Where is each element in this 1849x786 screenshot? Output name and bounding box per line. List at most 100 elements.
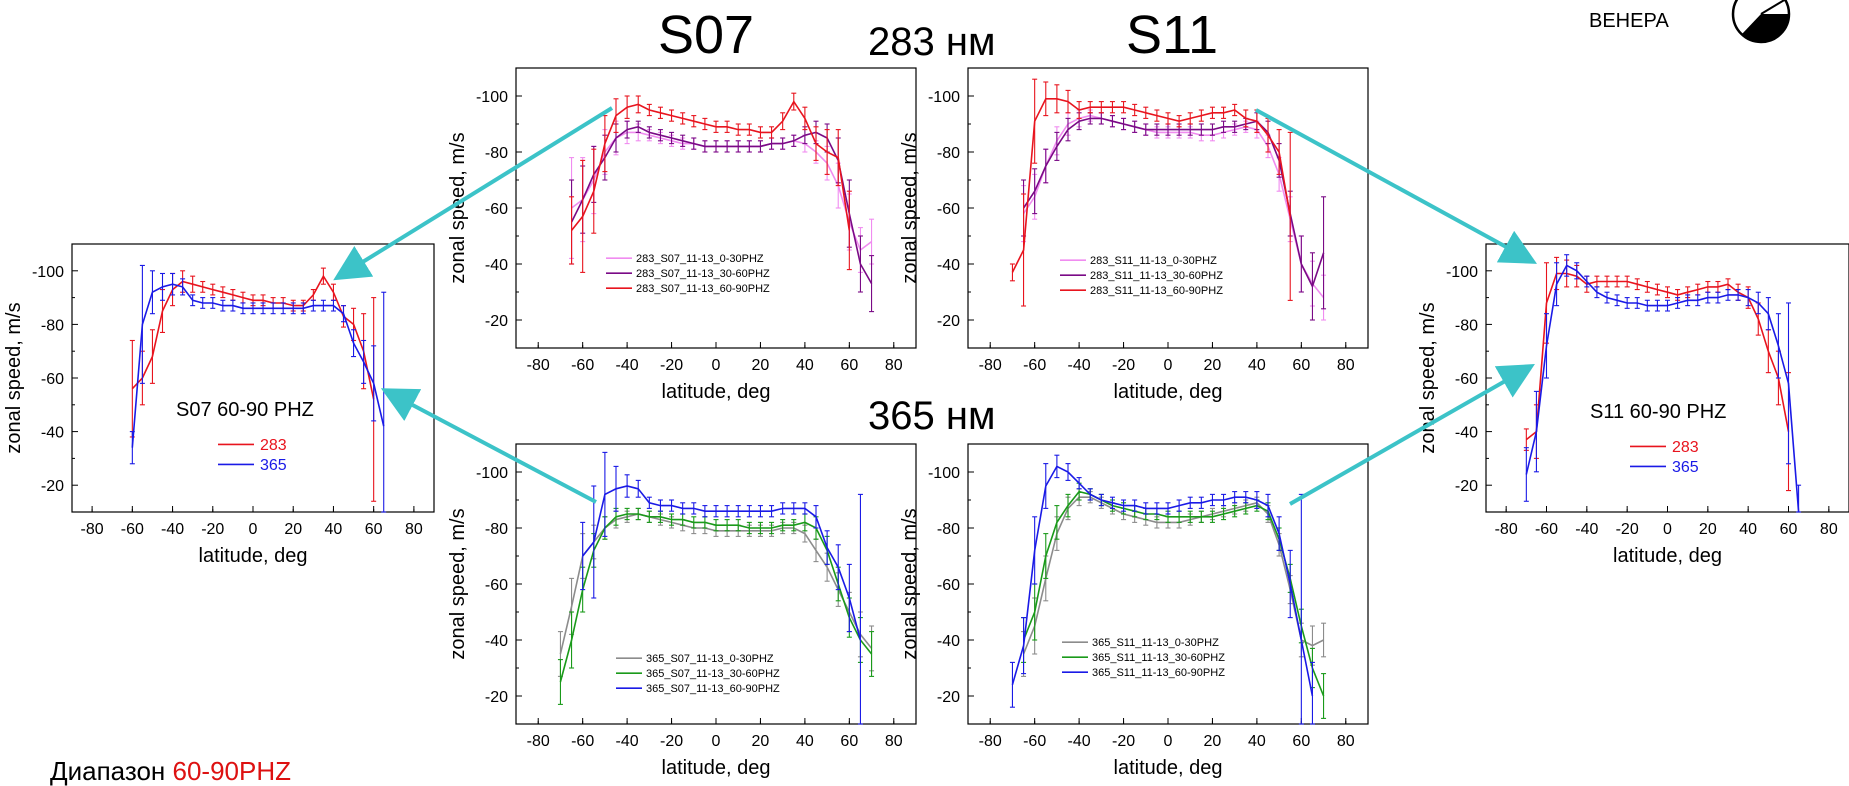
venus-phase-icon (1731, 0, 1791, 44)
y-tick-label: -60 (937, 201, 960, 218)
y-tick-label: -60 (41, 371, 64, 388)
x-tick-label: 40 (796, 357, 814, 374)
y-axis-label: zonal speed, m/s (1417, 302, 1439, 453)
series-365 (1523, 254, 1802, 513)
y-axis-label: zonal speed, m/s (447, 132, 469, 283)
y-tick-label: -100 (1446, 264, 1478, 281)
y-tick-label: -40 (485, 257, 508, 274)
series-365_S11_11-13_60-90PHZ (1009, 454, 1315, 725)
legend-label: 365_S11_11-13_60-90PHZ (1092, 667, 1225, 679)
series-line (570, 125, 873, 284)
x-tick-label: 20 (1204, 357, 1222, 374)
chart-pLeft: -80 -60 -40 -20 0 20 40 60 80 -100 -80 -60 -40 -20 lat… (3, 243, 435, 567)
venera-label: ВЕНЕРА (1589, 10, 1669, 32)
footnote-prefix: Диапазон (50, 756, 173, 786)
y-tick-label: -40 (937, 257, 960, 274)
x-tick-label: 80 (1337, 733, 1355, 750)
x-axis-label: latitude, deg (1114, 757, 1223, 779)
legend-label: 283 (260, 437, 287, 454)
legend-label: 365_S11_11-13_0-30PHZ (1092, 637, 1219, 649)
heading-s11: S11 (1126, 5, 1219, 65)
y-tick-label: -80 (41, 317, 64, 334)
x-tick-label: 20 (752, 733, 770, 750)
x-axis-label: latitude, deg (662, 757, 771, 779)
legend-label: 365_S07_11-13_60-90PHZ (646, 683, 780, 695)
series-line (1022, 117, 1325, 289)
y-tick-label: -20 (1455, 478, 1478, 495)
y-tick-label: -40 (1455, 425, 1478, 442)
x-tick-label: 40 (1739, 521, 1757, 538)
x-tick-label: 80 (405, 521, 423, 538)
x-tick-label: 0 (1663, 521, 1672, 538)
x-tick-label: -60 (1023, 357, 1046, 374)
y-tick-label: -80 (937, 521, 960, 538)
x-tick-label: 40 (1248, 733, 1266, 750)
heading-283nm: 283 нм (868, 20, 996, 64)
legend-label: 365 (260, 457, 287, 474)
y-tick-label: -60 (485, 577, 508, 594)
series-line (570, 100, 851, 231)
y-axis-label: zonal speed, m/s (447, 508, 469, 659)
series-283 (1523, 256, 1791, 492)
x-tick-label: -20 (1616, 521, 1639, 538)
x-tick-label: -60 (121, 521, 144, 538)
plot-title: S07 60-90 PHZ (176, 399, 314, 421)
heading-365nm: 365 нм (868, 394, 996, 438)
x-tick-label: 40 (325, 521, 343, 538)
y-tick-label: -100 (476, 465, 508, 482)
x-tick-label: 60 (840, 733, 858, 750)
x-tick-label: 80 (885, 733, 903, 750)
x-tick-label: -20 (660, 733, 683, 750)
x-tick-label: 60 (1292, 733, 1310, 750)
x-tick-label: 40 (796, 733, 814, 750)
plots-layer: -80 -60 -40 -20 0 20 40 60 80 -100 -80 -60 -40 -20 lat… (3, 67, 1849, 779)
y-tick-label: -40 (41, 425, 64, 442)
legend-label: 283_S07_11-13_0-30PHZ (636, 253, 764, 265)
arrow-s07-365-to-left (380, 388, 597, 504)
x-tick-label: 20 (1699, 521, 1717, 538)
footnote-highlight: 60-90PHZ (172, 756, 292, 786)
series-line (582, 485, 862, 641)
x-tick-label: -20 (1112, 733, 1135, 750)
x-tick-label: 80 (1337, 357, 1355, 374)
x-tick-label: 20 (284, 521, 302, 538)
series-283_S07_11-13_60-90PHZ (569, 92, 852, 273)
x-tick-label: -80 (527, 733, 550, 750)
x-tick-label: -20 (201, 521, 224, 538)
y-tick-label: -60 (485, 201, 508, 218)
x-tick-label: -60 (571, 357, 594, 374)
x-tick-label: 20 (752, 357, 770, 374)
series-line (1011, 98, 1291, 273)
y-axis-label: zonal speed, m/s (899, 132, 921, 283)
chart-p365s11: -80 -60 -40 -20 0 20 40 60 80 -100 -80 -60 -40 -20 lat… (899, 443, 1369, 779)
series-line (1525, 272, 1790, 441)
legend-label: 283_S07_11-13_30-60PHZ (636, 268, 770, 280)
x-axis-label: latitude, deg (1114, 381, 1223, 403)
x-tick-label: -80 (527, 357, 550, 374)
arrow-s11-365-to-right (1289, 364, 1535, 506)
chart-p283s07: -80 -60 -40 -20 0 20 40 60 80 -100 -80 -60 -40 -20 lat… (447, 67, 917, 403)
x-tick-label: 60 (840, 357, 858, 374)
y-tick-label: -80 (1455, 317, 1478, 334)
x-tick-label: -40 (1068, 357, 1091, 374)
series-line (131, 283, 385, 448)
x-tick-label: -80 (1495, 521, 1518, 538)
x-tick-label: -80 (979, 357, 1002, 374)
arrow-s11-283-to-right (1255, 108, 1538, 264)
legend-label: 283_S11_11-13_30-60PHZ (1090, 270, 1223, 282)
legend-label: 365_S07_11-13_30-60PHZ (646, 668, 780, 680)
series-line (1022, 496, 1324, 655)
series-line (1011, 465, 1314, 697)
legend-label: 283_S11_11-13_0-30PHZ (1090, 255, 1217, 267)
legend-label: 365_S07_11-13_0-30PHZ (646, 653, 774, 665)
series-line (1022, 114, 1325, 299)
x-tick-label: -20 (1112, 357, 1135, 374)
x-tick-label: -60 (1023, 733, 1046, 750)
y-tick-label: -20 (41, 478, 64, 495)
series-365_S11_11-13_30-60PHZ (1021, 482, 1327, 719)
x-axis-label: latitude, deg (199, 545, 308, 567)
x-tick-label: -40 (1575, 521, 1598, 538)
legend-label: 365_S11_11-13_30-60PHZ (1092, 652, 1225, 664)
legend-label: 283_S07_11-13_60-90PHZ (636, 283, 770, 295)
